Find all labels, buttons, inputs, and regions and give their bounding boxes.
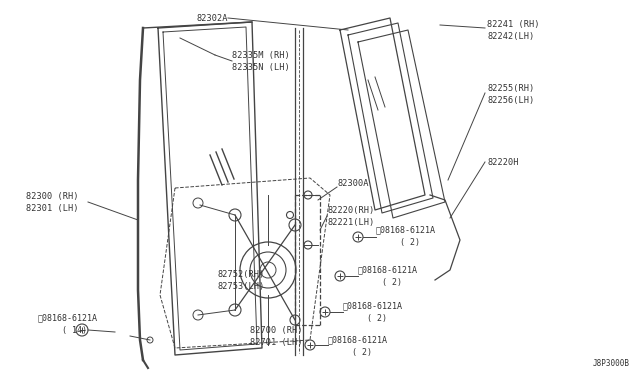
Text: 82300A: 82300A [338, 179, 369, 187]
Text: 82220(RH): 82220(RH) [328, 205, 375, 215]
Text: 82752(RH): 82752(RH) [218, 269, 265, 279]
Text: 82302A: 82302A [196, 13, 228, 22]
Text: ( 2): ( 2) [367, 314, 387, 323]
Text: Ⓝ08168-6121A: Ⓝ08168-6121A [376, 225, 436, 234]
Text: ( 2): ( 2) [400, 237, 420, 247]
Text: 82256(LH): 82256(LH) [487, 96, 534, 105]
Text: 82300 (RH): 82300 (RH) [26, 192, 79, 201]
Text: Ⓝ08168-6121A: Ⓝ08168-6121A [343, 301, 403, 311]
Text: Ⓝ08168-6121A: Ⓝ08168-6121A [38, 314, 98, 323]
Text: ( 2): ( 2) [352, 347, 372, 356]
Text: 82700 (RH): 82700 (RH) [250, 326, 303, 334]
Text: Ⓝ08168-6121A: Ⓝ08168-6121A [358, 266, 418, 275]
Text: ( 14): ( 14) [62, 326, 87, 334]
Text: 82220H: 82220H [487, 157, 518, 167]
Text: 82241 (RH): 82241 (RH) [487, 19, 540, 29]
Text: 82701 (LH): 82701 (LH) [250, 337, 303, 346]
Text: 82753(LH): 82753(LH) [218, 282, 265, 291]
Text: 82335M (RH): 82335M (RH) [232, 51, 290, 60]
Text: 82335N (LH): 82335N (LH) [232, 62, 290, 71]
Text: Ⓝ08168-6121A: Ⓝ08168-6121A [328, 336, 388, 344]
Text: 82301 (LH): 82301 (LH) [26, 203, 79, 212]
Text: 82221(LH): 82221(LH) [328, 218, 375, 227]
Text: J8P3000B: J8P3000B [593, 359, 630, 369]
Text: 82255(RH): 82255(RH) [487, 83, 534, 93]
Text: ( 2): ( 2) [382, 278, 402, 286]
Text: 82242(LH): 82242(LH) [487, 32, 534, 41]
